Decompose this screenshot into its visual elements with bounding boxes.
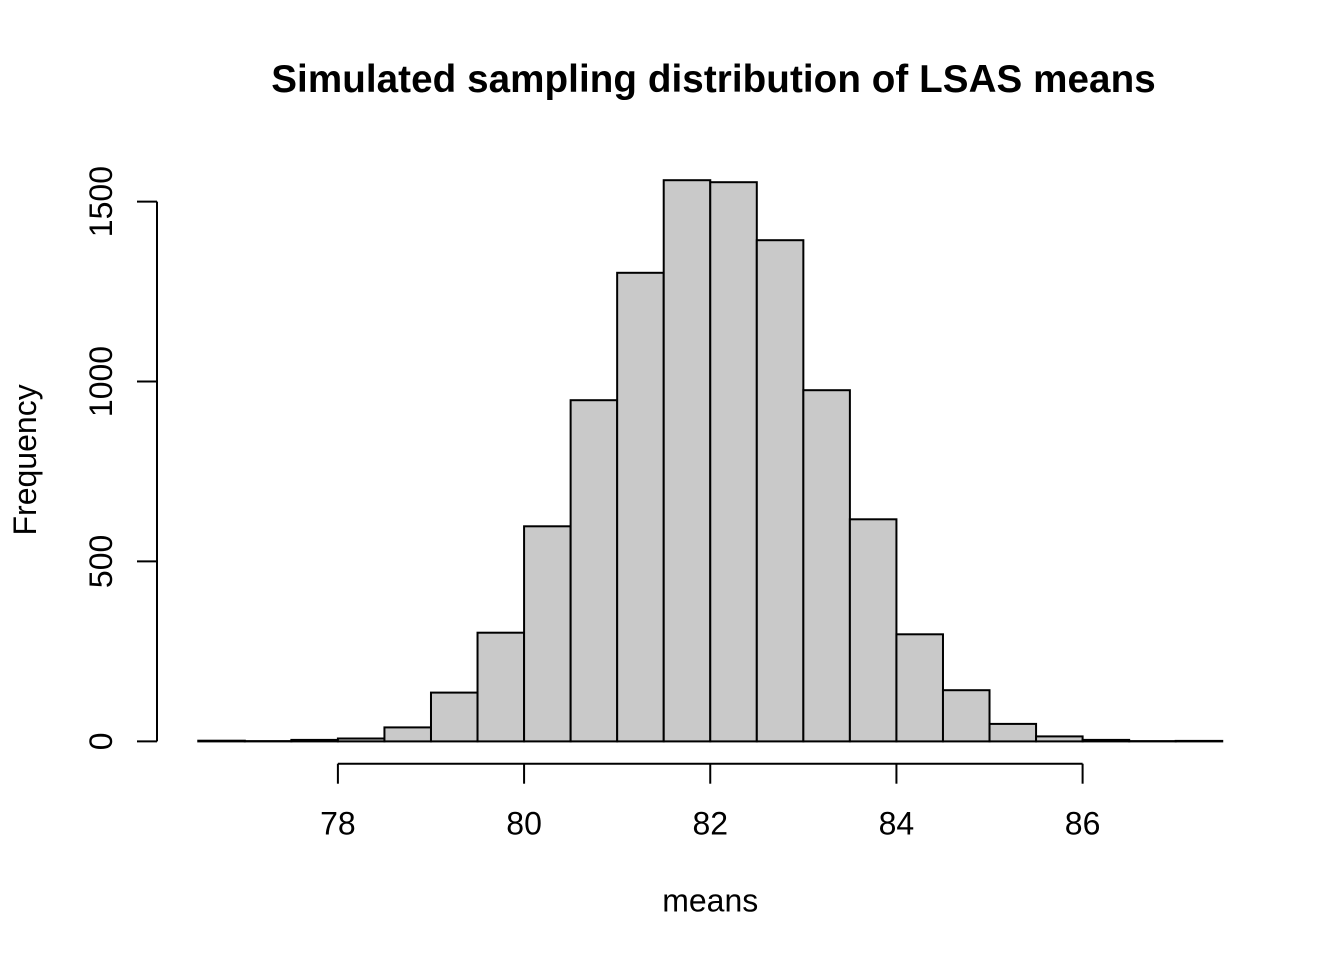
svg-text:0: 0 bbox=[83, 733, 119, 751]
svg-text:1500: 1500 bbox=[83, 166, 119, 237]
svg-text:78: 78 bbox=[320, 805, 356, 841]
svg-text:84: 84 bbox=[879, 805, 915, 841]
svg-text:Frequency: Frequency bbox=[7, 384, 43, 535]
svg-text:500: 500 bbox=[83, 535, 119, 588]
svg-text:82: 82 bbox=[692, 805, 728, 841]
svg-text:80: 80 bbox=[506, 805, 542, 841]
svg-text:Simulated sampling distributio: Simulated sampling distribution of LSAS … bbox=[271, 58, 1156, 101]
svg-text:1000: 1000 bbox=[83, 346, 119, 417]
svg-text:means: means bbox=[662, 882, 758, 918]
svg-text:86: 86 bbox=[1065, 805, 1101, 841]
